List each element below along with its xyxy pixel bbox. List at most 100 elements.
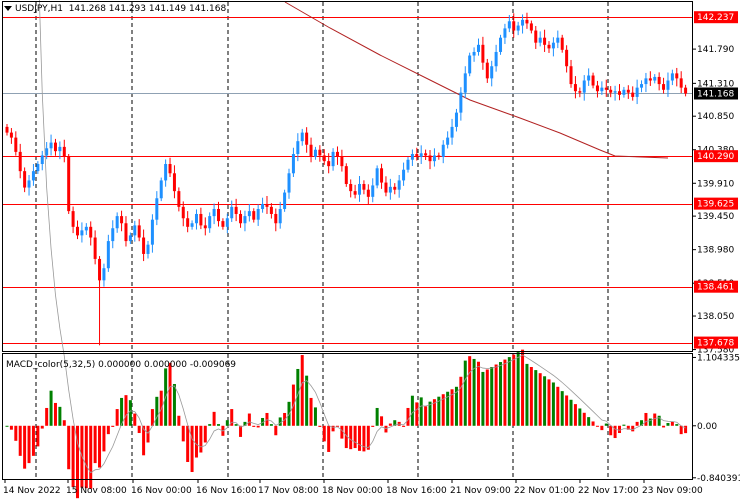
macd-bar[interactable] (587, 417, 591, 426)
macd-bar[interactable] (102, 425, 106, 452)
candle-body[interactable] (525, 19, 529, 24)
macd-bar[interactable] (640, 420, 644, 426)
candle-body[interactable] (124, 223, 128, 242)
candle-body[interactable] (476, 44, 480, 52)
candle-body[interactable] (406, 159, 410, 170)
candle-body[interactable] (547, 44, 551, 49)
macd-bar[interactable] (666, 422, 670, 426)
candle-body[interactable] (565, 49, 569, 67)
macd-bar[interactable] (230, 409, 234, 426)
macd-bar[interactable] (595, 425, 599, 427)
candle-body[interactable] (402, 169, 406, 181)
candle-body[interactable] (626, 89, 630, 93)
candle-body[interactable] (120, 216, 124, 224)
candle-body[interactable] (648, 78, 652, 81)
macd-bar[interactable] (472, 358, 476, 426)
macd-bar[interactable] (362, 425, 366, 452)
macd-bar[interactable] (269, 424, 273, 426)
macd-bar[interactable] (556, 386, 560, 426)
macd-bar[interactable] (380, 416, 384, 426)
macd-bar[interactable] (62, 420, 66, 426)
candle-body[interactable] (424, 153, 428, 156)
macd-bar[interactable] (428, 401, 432, 426)
macd-bar[interactable] (142, 425, 146, 456)
macd-bar[interactable] (366, 425, 370, 450)
candle-body[interactable] (274, 213, 278, 224)
candle-body[interactable] (371, 185, 375, 197)
macd-bar[interactable] (331, 425, 335, 432)
candle-body[interactable] (31, 171, 35, 181)
candle-body[interactable] (609, 89, 613, 93)
candle-body[interactable] (318, 149, 322, 156)
macd-bar[interactable] (569, 399, 573, 426)
candle-body[interactable] (679, 78, 683, 88)
macd-bar[interactable] (27, 425, 31, 464)
macd-bar[interactable] (547, 379, 551, 426)
candle-body[interactable] (194, 213, 198, 224)
macd-bar[interactable] (358, 425, 362, 451)
macd-bar[interactable] (468, 356, 472, 426)
macd-bar[interactable] (9, 425, 13, 430)
candle-body[interactable] (283, 192, 287, 209)
macd-bar[interactable] (653, 413, 657, 426)
candle-body[interactable] (468, 55, 472, 74)
macd-bar[interactable] (353, 425, 357, 449)
candle-body[interactable] (490, 66, 494, 79)
candle-body[interactable] (393, 186, 397, 190)
macd-bar[interactable] (256, 425, 260, 428)
macd-bar[interactable] (529, 366, 533, 426)
candle-body[interactable] (36, 164, 40, 172)
candle-body[interactable] (640, 84, 644, 88)
macd-bar[interactable] (98, 425, 102, 468)
macd-bar[interactable] (137, 425, 141, 434)
macd-bar[interactable] (225, 420, 229, 426)
macd-bar[interactable] (115, 409, 119, 426)
candle-body[interactable] (221, 221, 225, 227)
candle-body[interactable] (14, 137, 18, 152)
macd-bar[interactable] (635, 421, 639, 426)
candle-body[interactable] (410, 154, 414, 160)
candle-body[interactable] (595, 85, 599, 92)
candle-body[interactable] (76, 226, 80, 236)
candle-body[interactable] (613, 91, 617, 93)
macd-bar[interactable] (300, 355, 304, 426)
candle-body[interactable] (657, 76, 661, 85)
macd-bar[interactable] (415, 402, 419, 426)
candle-body[interactable] (168, 164, 172, 174)
macd-bar[interactable] (446, 391, 450, 426)
macd-bar[interactable] (150, 409, 154, 426)
candle-body[interactable] (485, 62, 489, 79)
candle-body[interactable] (9, 132, 13, 138)
candle-body[interactable] (556, 37, 560, 43)
candle-body[interactable] (80, 230, 84, 236)
macd-bar[interactable] (675, 424, 679, 426)
macd-bar[interactable] (71, 425, 75, 488)
macd-bar[interactable] (212, 411, 216, 426)
candle-body[interactable] (534, 30, 538, 43)
macd-bar[interactable] (626, 425, 630, 430)
candle-body[interactable] (578, 91, 582, 93)
candle-body[interactable] (49, 142, 53, 149)
macd-bar[interactable] (432, 399, 436, 426)
candle-body[interactable] (18, 151, 22, 172)
candle-body[interactable] (181, 206, 185, 219)
macd-bar[interactable] (252, 425, 256, 427)
macd-bar[interactable] (410, 395, 414, 426)
macd-bar[interactable] (217, 424, 221, 426)
candle-body[interactable] (503, 28, 507, 38)
macd-bar[interactable] (512, 354, 516, 426)
macd-bar[interactable] (481, 371, 485, 426)
horizontal-levels[interactable] (3, 17, 692, 344)
candle-body[interactable] (653, 76, 657, 81)
candle-body[interactable] (111, 228, 115, 242)
macd-bar[interactable] (648, 418, 652, 426)
candle-body[interactable] (507, 21, 511, 29)
candle-body[interactable] (115, 216, 119, 229)
candle-body[interactable] (58, 146, 62, 152)
candle-body[interactable] (591, 75, 595, 86)
candle-body[interactable] (463, 73, 467, 93)
macd-bar[interactable] (604, 423, 608, 426)
macd-bar[interactable] (274, 425, 278, 436)
macd-bar[interactable] (476, 361, 480, 426)
